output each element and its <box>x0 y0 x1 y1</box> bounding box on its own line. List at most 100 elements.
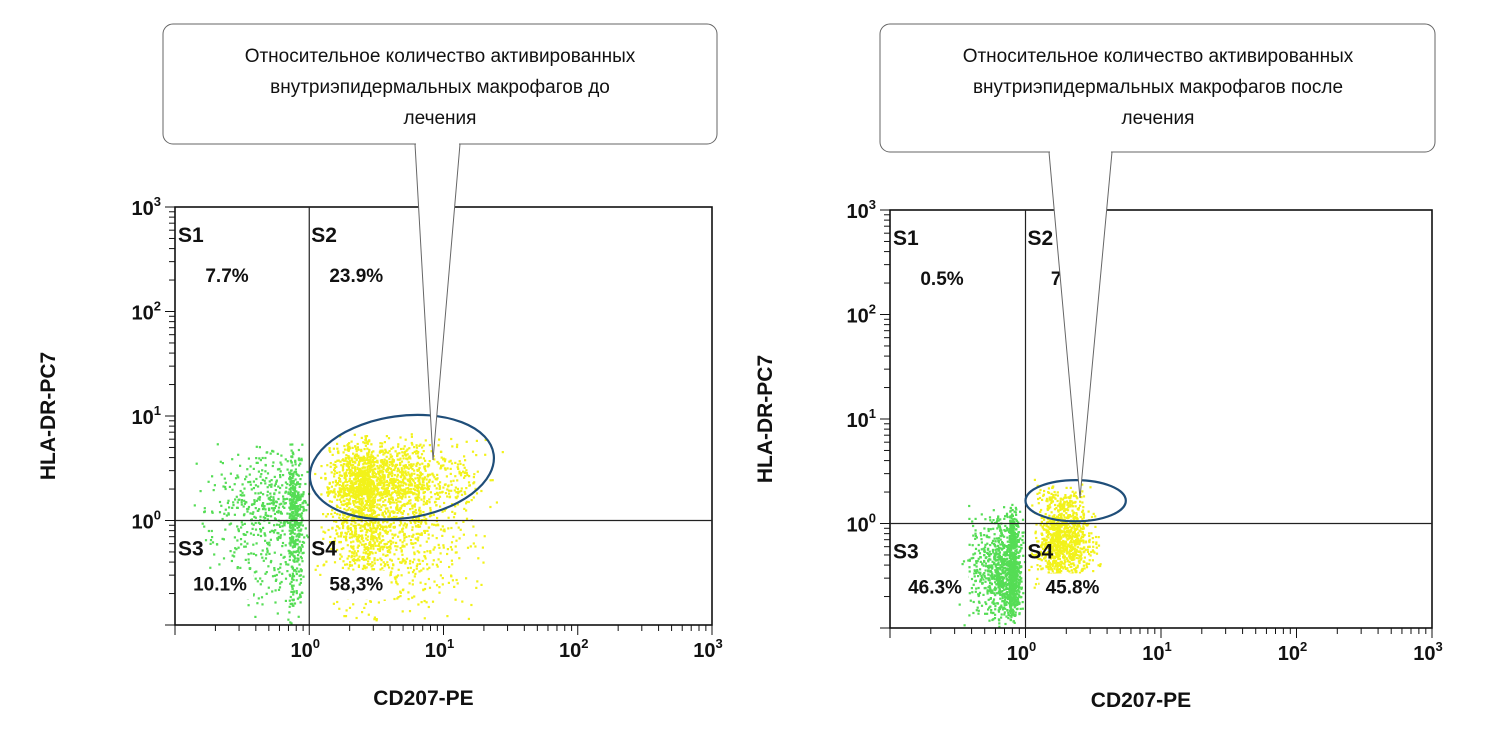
event-dot <box>367 504 370 507</box>
event-dot <box>341 488 344 491</box>
event-dot <box>389 455 392 459</box>
event-dot <box>391 463 394 466</box>
event-dot <box>1005 585 1008 588</box>
activated-macrophage-gate-ellipse[interactable] <box>303 404 501 531</box>
event-dot <box>292 574 295 577</box>
event-dot <box>396 470 399 473</box>
event-dot <box>347 446 350 449</box>
event-dot <box>229 522 233 525</box>
event-dot <box>458 472 461 475</box>
event-dot <box>264 516 267 520</box>
event-dot <box>421 477 424 480</box>
event-dot <box>289 521 292 524</box>
event-dot <box>385 435 388 438</box>
event-dot <box>332 540 335 543</box>
event-dot <box>339 435 342 438</box>
event-dot <box>289 544 292 547</box>
event-dot <box>1015 593 1019 596</box>
event-dot <box>352 547 355 551</box>
event-dot <box>295 550 298 553</box>
event-dot <box>289 582 292 585</box>
event-dot <box>1012 554 1015 557</box>
event-dot <box>1017 600 1020 603</box>
event-dot <box>441 534 444 537</box>
event-dot <box>1020 580 1023 583</box>
event-dot <box>379 445 382 448</box>
event-dot <box>273 512 277 515</box>
event-dot <box>264 572 267 575</box>
event-dot <box>386 521 389 524</box>
event-dot <box>239 538 243 541</box>
event-dot <box>360 511 363 515</box>
event-dot <box>351 481 354 484</box>
event-dot <box>233 483 236 486</box>
event-dot <box>1009 506 1012 509</box>
event-dot <box>397 492 400 495</box>
event-dot <box>438 546 441 549</box>
event-dot <box>294 538 297 541</box>
event-dot <box>290 449 293 452</box>
event-dot <box>1003 603 1006 606</box>
event-dot <box>404 450 407 453</box>
event-dot <box>1006 545 1009 548</box>
event-dot <box>467 617 470 620</box>
event-dot <box>357 463 360 466</box>
event-dot <box>441 583 444 586</box>
event-dot <box>1014 613 1017 617</box>
event-dot <box>491 479 494 482</box>
event-dot <box>243 487 246 490</box>
event-dot <box>401 451 404 454</box>
event-dot <box>1003 600 1006 603</box>
event-dot <box>456 503 459 506</box>
event-dot <box>300 512 304 515</box>
event-dot <box>366 466 369 469</box>
event-dot <box>401 454 404 457</box>
event-dot <box>296 492 299 495</box>
event-dot <box>411 507 414 510</box>
event-dot <box>275 500 278 503</box>
event-dot <box>415 444 418 447</box>
event-dot <box>371 531 374 534</box>
event-dot <box>1018 594 1021 598</box>
event-dot <box>301 443 304 446</box>
event-dot <box>992 602 995 605</box>
event-dot <box>408 495 411 498</box>
event-dot <box>288 473 291 476</box>
event-dot <box>363 606 366 609</box>
event-dot <box>1007 602 1010 605</box>
event-dot <box>450 483 453 486</box>
event-dot <box>361 459 364 462</box>
event-dot <box>422 588 425 591</box>
event-dot <box>345 539 348 542</box>
event-dot <box>431 563 434 566</box>
event-dot <box>994 540 997 543</box>
event-dot <box>425 487 429 490</box>
event-dot <box>409 476 412 479</box>
event-dot <box>1018 550 1021 553</box>
event-dot <box>291 464 294 467</box>
event-dot <box>328 449 331 452</box>
event-dot <box>456 479 459 482</box>
event-dot <box>996 544 999 547</box>
event-dot <box>356 546 359 549</box>
event-dot <box>343 444 346 448</box>
event-dot <box>495 501 498 504</box>
event-dot <box>1009 609 1012 612</box>
event-dot <box>415 452 418 455</box>
event-dot <box>279 563 282 566</box>
event-dot <box>288 488 291 491</box>
event-dot <box>403 532 406 535</box>
event-dot <box>346 527 349 530</box>
event-dot <box>287 618 290 621</box>
event-dot <box>344 457 347 460</box>
event-dot <box>986 536 989 539</box>
event-dot <box>446 615 449 618</box>
event-dot <box>1004 598 1007 601</box>
event-dot <box>1007 554 1010 557</box>
event-dot <box>354 490 357 493</box>
event-dot <box>203 507 206 510</box>
event-dot <box>1003 593 1006 596</box>
event-dot <box>382 504 385 507</box>
event-dot <box>451 579 454 582</box>
event-dot <box>427 605 430 609</box>
